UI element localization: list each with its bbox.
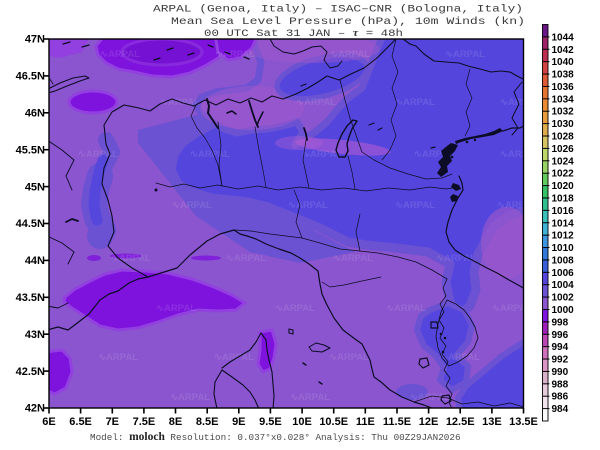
svg-text:∿ARPAL: ∿ARPAL [445,49,485,60]
svg-text:46N: 46N [25,108,45,120]
svg-text:12.5E: 12.5E [446,416,475,428]
svg-text:∿ARPAL: ∿ARPAL [440,352,480,363]
svg-text:1044: 1044 [552,32,575,43]
svg-text:43N: 43N [25,329,45,341]
svg-text:1038: 1038 [552,70,575,81]
svg-text:∿ARPAL: ∿ARPAL [497,200,537,211]
svg-text:44N: 44N [25,255,45,267]
svg-text:988: 988 [552,379,569,390]
svg-text:9E: 9E [232,416,245,428]
svg-text:1030: 1030 [552,119,575,130]
svg-text:∿ARPAL: ∿ARPAL [436,253,476,264]
svg-text:8E: 8E [169,416,182,428]
svg-text:1034: 1034 [552,94,575,105]
svg-text:1000: 1000 [552,305,575,316]
svg-text:42.5N: 42.5N [16,366,45,378]
svg-text:44.5N: 44.5N [16,218,45,230]
svg-text:42N: 42N [25,403,45,415]
svg-text:992: 992 [552,355,569,366]
svg-text:1020: 1020 [552,181,575,192]
svg-text:8.5E: 8.5E [196,416,219,428]
svg-text:11.5E: 11.5E [383,416,411,428]
svg-text:1040: 1040 [552,57,575,68]
svg-text:∿ARPAL: ∿ARPAL [98,352,138,363]
svg-text:45N: 45N [25,181,45,193]
svg-text:1014: 1014 [552,218,575,229]
svg-text:∿ARPAL: ∿ARPAL [386,303,426,314]
svg-text:994: 994 [552,342,569,353]
svg-text:ARPAL (Genoa, Italy) – ISAC–: ARPAL (Genoa, Italy) – ISAC–CNR (Bologna… [153,4,523,16]
svg-text:∿ARPAL: ∿ARPAL [492,303,532,314]
svg-text:∿ARPAL: ∿ARPAL [172,200,212,211]
svg-text:∿ARPAL: ∿ARPAL [275,303,315,314]
svg-text:1026: 1026 [552,144,575,155]
svg-text:∿ARPAL: ∿ARPAL [214,352,254,363]
svg-text:∿ARPAL: ∿ARPAL [215,49,255,60]
svg-text:∿ARPAL: ∿ARPAL [500,149,540,160]
svg-text:13E: 13E [482,416,502,428]
svg-text:47N: 47N [25,34,45,46]
svg-text:12E: 12E [419,416,439,428]
svg-text:∿ARPAL: ∿ARPAL [111,253,151,264]
svg-text:1036: 1036 [552,82,575,93]
svg-text:996: 996 [552,330,569,341]
svg-text:1018: 1018 [552,193,575,204]
svg-text:986: 986 [552,392,569,403]
svg-text:1012: 1012 [552,231,575,242]
svg-text:990: 990 [552,367,569,378]
svg-text:13.5E: 13.5E [509,416,538,428]
svg-text:43.5N: 43.5N [16,292,45,304]
svg-text:46.5N: 46.5N [16,71,45,83]
svg-text:11E: 11E [356,416,375,428]
svg-text:7.5E: 7.5E [133,416,156,428]
svg-text:45.5N: 45.5N [16,144,45,156]
svg-text:∿ARPAL: ∿ARPAL [333,253,373,264]
svg-text:1024: 1024 [552,156,575,167]
svg-text:1016: 1016 [552,206,575,217]
svg-text:∿ARPAL: ∿ARPAL [500,97,540,108]
svg-text:∿ARPAL: ∿ARPAL [290,392,330,403]
svg-text:Model: moloch Resolution: 0: Model: moloch Resolution: 0.037°x0.028° … [90,431,461,443]
svg-text:∿ARPAL: ∿ARPAL [330,49,370,60]
svg-text:1008: 1008 [552,255,575,266]
svg-text:1032: 1032 [552,107,575,118]
svg-text:10.5E: 10.5E [319,416,348,428]
svg-text:∿ARPAL: ∿ARPAL [226,253,266,264]
svg-text:∿ARPAL: ∿ARPAL [410,392,450,403]
svg-text:1022: 1022 [552,169,575,180]
svg-text:6E: 6E [42,416,55,428]
svg-text:∿ARPAL: ∿ARPAL [302,149,342,160]
svg-text:∿ARPAL: ∿ARPAL [414,149,454,160]
svg-text:1042: 1042 [552,45,575,56]
svg-text:1010: 1010 [552,243,575,254]
svg-text:∿ARPAL: ∿ARPAL [78,149,118,160]
svg-text:∿ARPAL: ∿ARPAL [395,200,435,211]
svg-text:Mean Sea Level Pressure (hPa),: Mean Sea Level Pressure (hPa), 10m Winds… [171,16,525,28]
svg-text:∿ARPAL: ∿ARPAL [156,303,196,314]
svg-text:1004: 1004 [552,280,575,291]
svg-text:∿ARPAL: ∿ARPAL [190,149,230,160]
svg-text:1006: 1006 [552,268,575,279]
svg-text:998: 998 [552,317,569,328]
svg-text:00 UTC Sat 31 JAN – τ = 48h: 00 UTC Sat 31 JAN – τ = 48h [204,28,403,40]
svg-text:6.5E: 6.5E [69,416,92,428]
svg-text:∿ARPAL: ∿ARPAL [288,200,328,211]
svg-text:∿ARPAL: ∿ARPAL [329,352,369,363]
svg-text:∿ARPAL: ∿ARPAL [296,97,336,108]
svg-text:10E: 10E [292,416,312,428]
svg-text:1028: 1028 [552,132,575,143]
svg-text:984: 984 [552,404,569,415]
svg-text:7E: 7E [106,416,119,428]
svg-text:9.5E: 9.5E [259,416,282,428]
svg-text:∿ARPAL: ∿ARPAL [100,49,140,60]
svg-text:1002: 1002 [552,293,575,304]
svg-text:∿ARPAL: ∿ARPAL [395,97,435,108]
svg-text:∿ARPAL: ∿ARPAL [170,392,210,403]
